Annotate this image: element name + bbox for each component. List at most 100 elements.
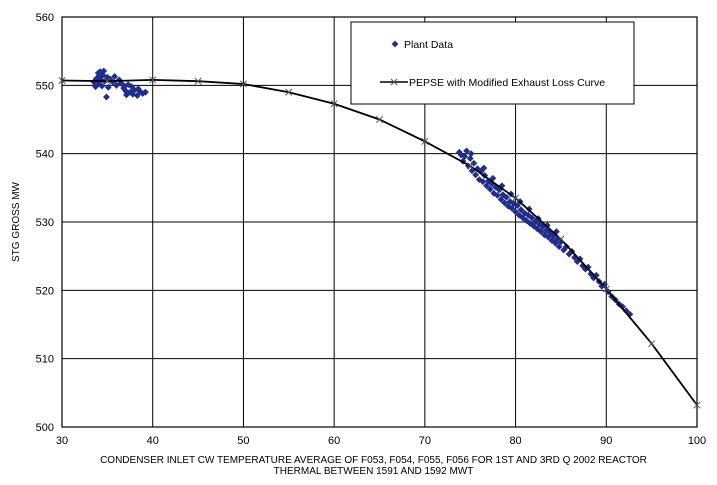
x-tick-label: 30: [56, 435, 68, 447]
pepse-x-marker: [557, 235, 565, 243]
plant-data-point: [96, 68, 104, 76]
plant-data-point: [467, 150, 475, 158]
y-tick-label: 540: [36, 149, 54, 161]
y-tick-label: 530: [36, 217, 54, 229]
legend-box: [350, 21, 635, 105]
pepse-x-marker: [330, 100, 338, 108]
x-axis-title-line: THERMAL BETWEEN 1591 AND 1592 MWT: [274, 466, 474, 477]
plant-data-point: [142, 88, 149, 96]
plant-data-point: [501, 199, 509, 207]
plant-data-point: [565, 250, 573, 258]
plant-data-point: [470, 159, 478, 167]
plant-data-point: [111, 73, 119, 80]
pepse-x-marker: [285, 88, 293, 96]
plant-data-point: [129, 90, 137, 98]
axis-layer: 30 40 50 60 70 80 90 100 500 510 520 530 540 550 560 ST…: [11, 12, 706, 477]
x-marker-stroke: [390, 78, 398, 86]
plant-data-point: [544, 233, 552, 241]
plant-data-point: [587, 270, 595, 278]
legend-plant-marker: [391, 40, 399, 48]
x-marker-stroke: [285, 88, 293, 96]
series-layer: [58, 67, 701, 409]
x-marker-stroke: [194, 77, 202, 85]
plant-data-point: [94, 80, 102, 88]
plant-data-point: [512, 208, 519, 216]
plant-data-point: [584, 263, 592, 271]
x-marker-stroke: [239, 80, 247, 88]
plant-data-point: [495, 186, 503, 194]
plant-data-point: [133, 92, 141, 99]
plant-data-point: [104, 83, 112, 91]
plant-data-point: [100, 67, 108, 75]
pepse-x-marker: [149, 76, 157, 84]
y-tick-label: 560: [36, 12, 54, 24]
x-tick-label: 70: [419, 435, 431, 447]
pepse-x-marker: [103, 77, 111, 85]
plant-data-point: [117, 79, 125, 87]
plant-data-point: [528, 214, 536, 222]
plant-data-point: [488, 180, 496, 188]
pepse-x-marker: [466, 162, 474, 170]
plot-frame: [61, 16, 698, 428]
plant-data-point: [483, 182, 490, 190]
x-marker-stroke: [466, 162, 474, 170]
plant-data-point: [494, 191, 501, 199]
legend-curve-label: PEPSE with Modified Exhaust Loss Curve: [409, 77, 605, 89]
x-marker-stroke: [693, 401, 701, 409]
pepse-x-marker: [512, 194, 520, 202]
plant-data-point: [590, 274, 597, 282]
legend: Plant Data PEPSE with Modified Exhaust Lo…: [350, 21, 635, 105]
x-marker-stroke: [512, 194, 520, 202]
x-axis-title-line: CONDENSER INLET CW TEMPERATURE AVERAGE O…: [100, 455, 647, 466]
plant-data-point: [468, 167, 476, 175]
plant-data-point: [466, 155, 474, 162]
x-marker-stroke: [648, 340, 656, 348]
y-tick-label: 500: [36, 422, 54, 434]
x-tick-label: 90: [600, 435, 612, 447]
plant-data-point: [95, 72, 103, 80]
pepse-x-marker: [648, 340, 656, 348]
plant-data-point: [139, 90, 147, 97]
plant-data-point: [598, 282, 606, 290]
plant-data-point: [513, 202, 521, 209]
plant-data-point: [134, 85, 142, 93]
pepse-x-marker: [375, 115, 384, 124]
x-marker-stroke: [330, 100, 338, 108]
plant-data-point: [123, 91, 130, 99]
y-axis-title: STG GROSS MW: [11, 181, 22, 262]
plant-data-point: [486, 185, 494, 193]
plant-data-point: [121, 82, 128, 90]
plant-data-point: [480, 164, 488, 172]
y-tick-label: 510: [36, 354, 54, 366]
y-tick-label: 520: [36, 285, 54, 297]
legend-curve-x-marker: [390, 78, 398, 86]
y-tick-label: 550: [36, 80, 54, 92]
x-marker-stroke: [557, 235, 565, 243]
pepse-x-marker: [239, 80, 247, 88]
pepse-x-marker: [194, 77, 202, 85]
plant-data-point: [555, 243, 563, 250]
plant-data-point: [472, 171, 480, 179]
pepse-curve-line: [61, 78, 698, 406]
pepse-x-marker: [421, 137, 429, 145]
x-tick-label: 60: [328, 435, 340, 447]
x-tick-label: 50: [237, 435, 249, 447]
pepse-x-marker: [58, 76, 66, 85]
plant-data-point: [475, 176, 483, 184]
x-marker-stroke: [602, 285, 610, 293]
plant-data-point: [479, 178, 487, 186]
x-marker-stroke: [103, 77, 111, 85]
plant-data-point: [124, 81, 132, 89]
plant-data-point: [498, 182, 506, 190]
pepse-x-marker: [693, 401, 701, 409]
plant-data-point: [517, 206, 525, 214]
x-tick-label: 40: [147, 435, 159, 447]
plant-data-point: [619, 303, 627, 311]
x-marker-stroke: [58, 76, 66, 85]
plant-data-point: [98, 82, 106, 90]
plant-data-point: [463, 147, 470, 155]
x-tick-label: 100: [688, 435, 706, 447]
x-marker-stroke: [149, 76, 157, 84]
